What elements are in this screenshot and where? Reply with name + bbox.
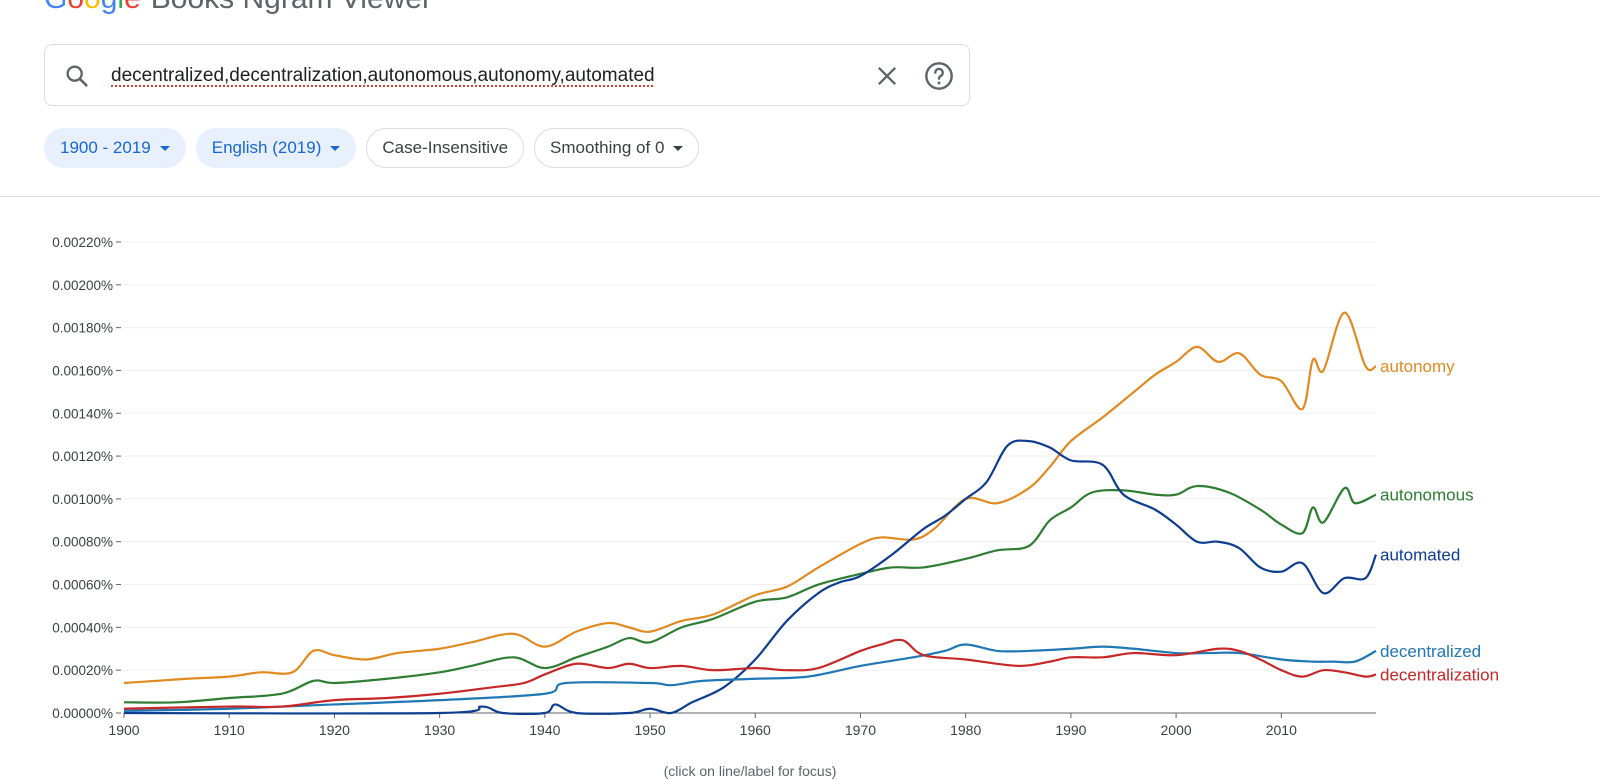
chart-lines bbox=[123, 311, 1378, 716]
x-tick-label: 2000 bbox=[1161, 722, 1192, 738]
y-tick-label: 0.00080% bbox=[52, 535, 113, 550]
series-line-automated[interactable] bbox=[123, 439, 1378, 716]
x-tick-label: 1980 bbox=[950, 722, 981, 738]
search-input[interactable]: decentralized,decentralization,autonomou… bbox=[111, 65, 655, 86]
y-tick-label: 0.00120% bbox=[52, 449, 113, 464]
x-tick-label: 1910 bbox=[214, 722, 245, 738]
x-tick-label: 2010 bbox=[1266, 722, 1297, 738]
year-range-dropdown[interactable]: 1900 - 2019 bbox=[44, 128, 186, 168]
chevron-down-icon bbox=[159, 145, 170, 151]
x-tick-label: 1950 bbox=[634, 722, 665, 738]
series-label-decentralization[interactable]: decentralization bbox=[1380, 665, 1499, 684]
y-tick-label: 0.00160% bbox=[52, 363, 113, 378]
app-logo[interactable]: Google Books Ngram Viewer bbox=[44, 0, 432, 16]
y-tick-label: 0.00140% bbox=[52, 406, 113, 421]
close-icon[interactable] bbox=[873, 62, 901, 90]
help-circle-icon[interactable] bbox=[923, 60, 955, 92]
y-tick-label: 0.00020% bbox=[52, 663, 113, 678]
series-line-autonomy[interactable] bbox=[123, 311, 1377, 685]
series-label-automated[interactable]: automated bbox=[1380, 546, 1460, 565]
y-tick-label: 0.00220% bbox=[52, 235, 113, 250]
x-tick-label: 1920 bbox=[319, 722, 350, 738]
y-tick-label: 0.00180% bbox=[52, 321, 113, 336]
corpus-dropdown[interactable]: English (2019) bbox=[195, 128, 357, 168]
y-tick-label: 0.00060% bbox=[52, 578, 113, 593]
series-line-decentralization[interactable] bbox=[123, 638, 1377, 710]
corpus-label: English (2019) bbox=[211, 138, 322, 157]
header-divider bbox=[0, 196, 1600, 197]
focus-hint: (click on line/label for focus) bbox=[664, 763, 837, 779]
search-icon[interactable] bbox=[63, 62, 91, 90]
year-range-label: 1900 - 2019 bbox=[60, 138, 151, 157]
chevron-down-icon bbox=[673, 145, 684, 151]
y-tick-label: 0.00000% bbox=[52, 706, 113, 721]
y-axis: 0.00000% 0.00020% 0.00040% 0.00060% 0.00080%… bbox=[52, 235, 121, 721]
x-axis: 1900 1910 1920 1930 1940 1950 1960 1970 1980 1990… bbox=[108, 712, 1376, 738]
x-tick-label: 1930 bbox=[424, 722, 455, 738]
series-labels: autonomy autonomous automated decentralized… bbox=[1380, 357, 1499, 684]
series-label-decentralized[interactable]: decentralized bbox=[1380, 642, 1481, 661]
smoothing-label: Smoothing of 0 bbox=[550, 138, 665, 157]
filter-bar: 1900 - 2019 English (2019) Case-Insensit… bbox=[44, 128, 700, 170]
chart-grid bbox=[124, 241, 1376, 671]
google-logo: Google bbox=[44, 0, 141, 15]
series-label-autonomous[interactable]: autonomous bbox=[1380, 486, 1474, 505]
app-title: Books Ngram Viewer bbox=[151, 0, 432, 15]
y-tick-label: 0.00100% bbox=[52, 492, 113, 507]
x-tick-label: 1970 bbox=[845, 722, 876, 738]
smoothing-dropdown[interactable]: Smoothing of 0 bbox=[534, 128, 700, 168]
search-box: decentralized,decentralization,autonomou… bbox=[44, 44, 970, 106]
series-label-autonomy[interactable]: autonomy bbox=[1380, 357, 1455, 376]
x-tick-label: 1990 bbox=[1055, 722, 1086, 738]
y-tick-label: 0.00040% bbox=[52, 620, 113, 635]
x-tick-label: 1960 bbox=[740, 722, 771, 738]
series-line-autonomous[interactable] bbox=[123, 484, 1377, 704]
case-insensitive-toggle[interactable]: Case-Insensitive bbox=[366, 128, 525, 168]
x-tick-label: 1940 bbox=[529, 722, 560, 738]
x-tick-label: 1900 bbox=[108, 722, 139, 738]
chevron-down-icon bbox=[330, 145, 341, 151]
case-label: Case-Insensitive bbox=[382, 138, 509, 157]
y-tick-label: 0.00200% bbox=[52, 278, 113, 293]
